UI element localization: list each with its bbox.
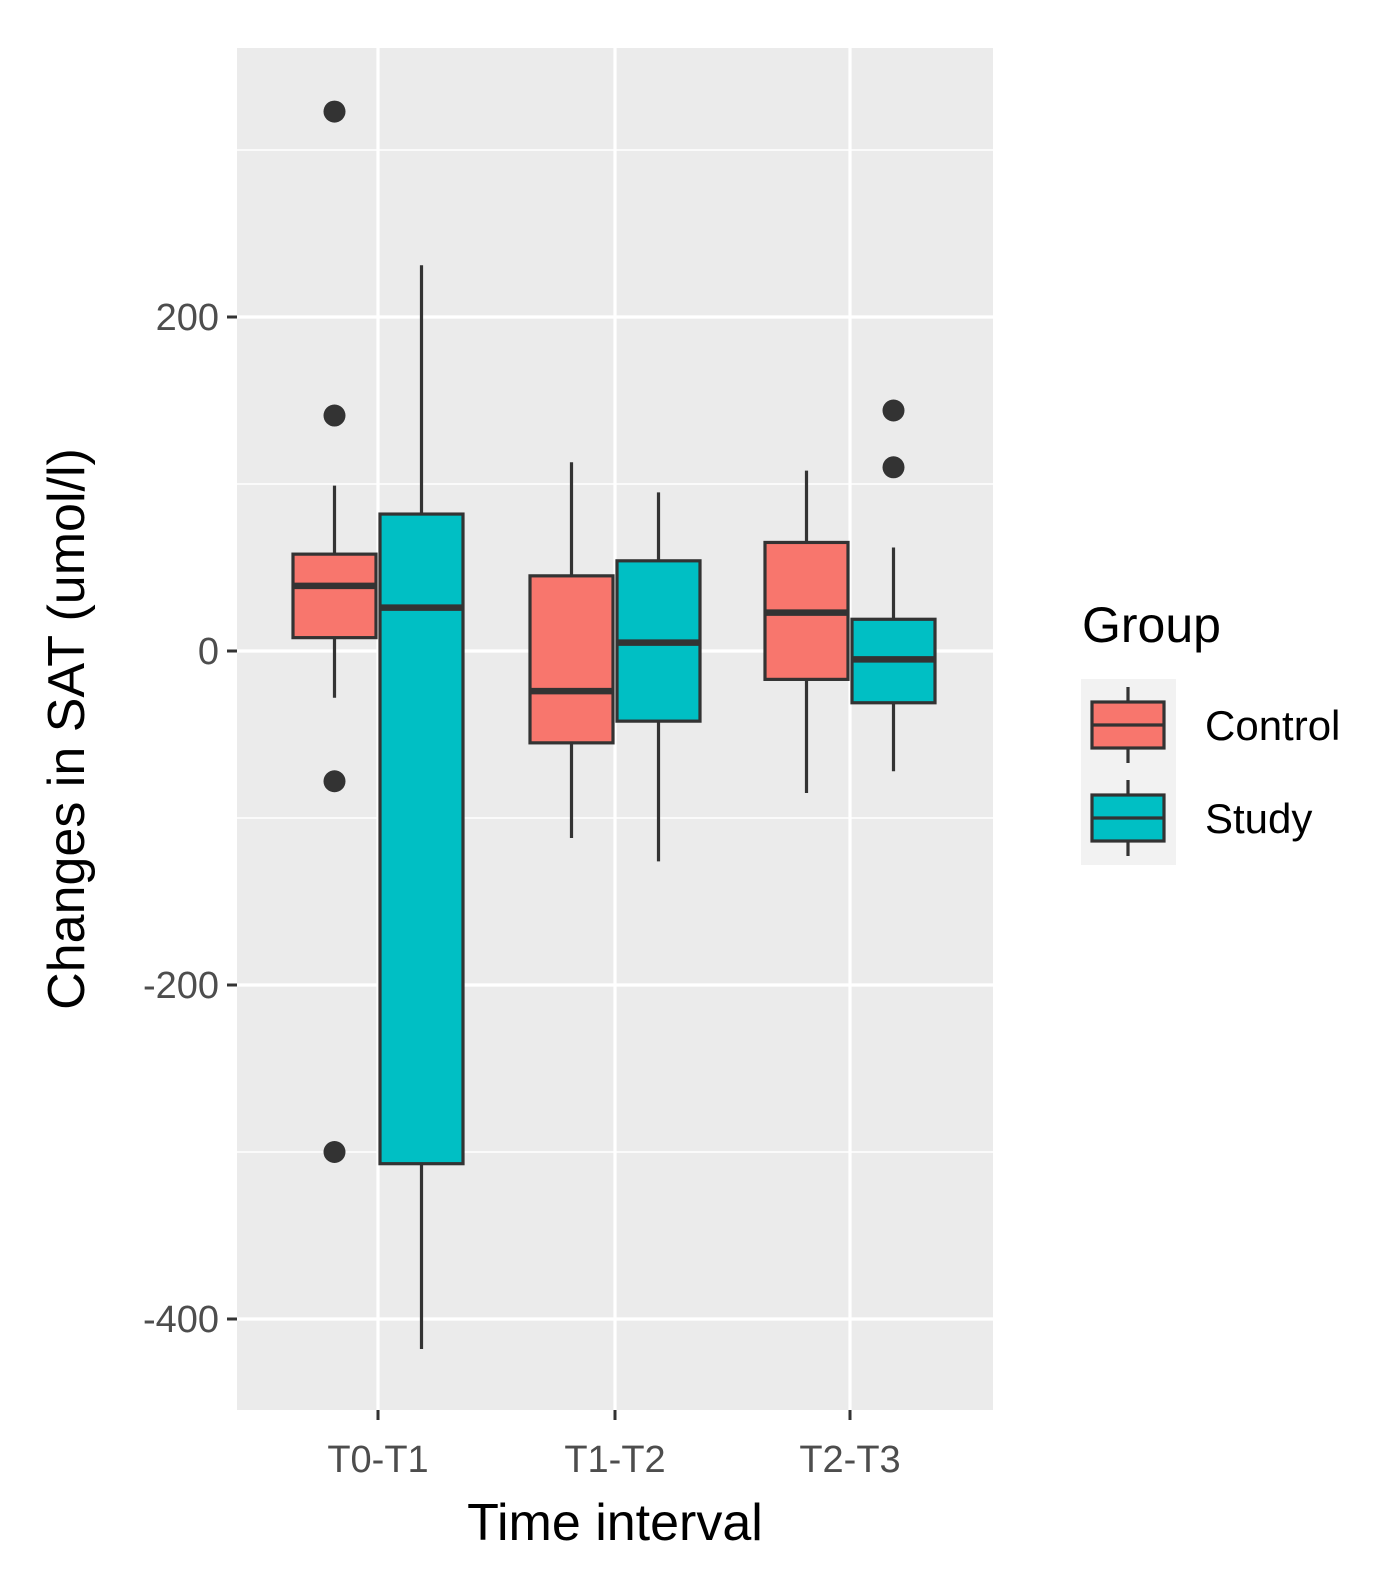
legend-title: Group <box>1082 597 1221 653</box>
x-axis: T0-T1 T1-T2 T2-T3 <box>327 1410 901 1481</box>
legend: Group Control Study <box>1081 597 1340 865</box>
outlier-point <box>323 1141 346 1163</box>
x-tick-label: T2-T3 <box>799 1439 900 1481</box>
box-control-T1-T2 <box>528 462 615 839</box>
boxes-layer <box>291 100 937 1350</box>
y-tick-label: 200 <box>156 297 219 339</box>
box-body <box>378 512 465 1166</box>
y-tick-label: -200 <box>143 965 219 1007</box>
box-control-T2-T3 <box>763 470 850 793</box>
box-study-T0-T1 <box>378 265 465 1350</box>
legend-label-study: Study <box>1205 795 1312 842</box>
legend-label-control: Control <box>1205 702 1340 749</box>
box-body <box>528 574 615 745</box>
y-tick-label: 0 <box>198 631 219 673</box>
box-body <box>291 552 378 640</box>
y-tick-label: -400 <box>143 1299 219 1341</box>
outlier-point <box>882 456 905 479</box>
x-tick-label: T0-T1 <box>327 1439 428 1481</box>
outlier-point <box>882 399 905 422</box>
major-gridlines <box>237 48 993 1410</box>
x-axis-title: Time interval <box>467 1494 763 1552</box>
box-study-T2-T3 <box>850 399 937 772</box>
box-control-T0-T1 <box>291 100 378 1163</box>
outlier-point <box>323 770 346 793</box>
outlier-point <box>323 100 346 123</box>
y-axis-title: Changes in SAT (umol/l) <box>38 448 96 1010</box>
outlier-point <box>323 404 346 427</box>
x-tick-label: T1-T2 <box>564 1439 665 1481</box>
box-study-T1-T2 <box>615 492 702 862</box>
y-axis: 200 0 -200 -400 <box>143 297 237 1341</box>
